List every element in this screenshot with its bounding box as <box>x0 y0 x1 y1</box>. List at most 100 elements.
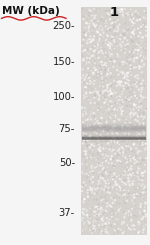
Point <box>91 189 94 193</box>
Point <box>105 21 108 25</box>
Point <box>89 192 91 196</box>
Point <box>113 165 116 169</box>
Point <box>133 28 136 32</box>
Point <box>112 36 115 40</box>
Point <box>109 99 111 103</box>
Point <box>137 49 140 52</box>
Point <box>141 60 144 63</box>
Point <box>86 139 89 143</box>
Point <box>119 95 122 98</box>
Point <box>131 33 133 37</box>
Point <box>81 219 83 222</box>
Point <box>122 199 125 203</box>
Point <box>94 15 96 19</box>
Point <box>138 137 140 141</box>
Point <box>100 143 103 147</box>
Point <box>129 157 132 161</box>
Point <box>140 25 142 29</box>
Point <box>120 112 123 116</box>
Point <box>118 197 120 201</box>
Point <box>90 222 92 226</box>
Point <box>120 220 123 224</box>
Point <box>126 131 128 135</box>
Point <box>141 141 144 145</box>
Point <box>125 13 127 17</box>
Point <box>144 201 147 205</box>
Point <box>118 33 120 37</box>
Point <box>126 31 129 35</box>
Point <box>101 79 104 83</box>
Point <box>98 216 100 220</box>
Point <box>84 210 87 214</box>
Point <box>114 173 116 177</box>
Point <box>91 187 93 191</box>
Point <box>128 164 130 168</box>
Point <box>92 146 94 149</box>
Point <box>109 29 112 33</box>
Point <box>92 148 94 152</box>
Point <box>127 51 129 55</box>
Point <box>90 192 93 196</box>
Point <box>124 147 126 151</box>
Point <box>113 119 115 122</box>
Point <box>88 27 90 31</box>
Point <box>131 12 133 16</box>
Text: 75-: 75- <box>59 124 75 134</box>
Point <box>122 178 125 182</box>
Point <box>117 80 119 84</box>
Point <box>89 67 92 71</box>
Point <box>123 33 126 37</box>
Point <box>144 109 147 112</box>
Point <box>104 230 107 234</box>
Point <box>137 10 140 14</box>
Point <box>136 154 139 158</box>
Point <box>111 177 114 181</box>
Point <box>130 111 133 115</box>
Point <box>99 166 102 170</box>
Point <box>129 166 132 170</box>
Point <box>102 178 104 182</box>
Point <box>95 15 97 19</box>
Point <box>110 90 113 94</box>
Point <box>113 60 115 63</box>
Point <box>105 158 107 162</box>
Point <box>135 65 137 69</box>
Point <box>106 11 109 15</box>
Point <box>133 102 135 106</box>
Point <box>89 79 91 83</box>
Point <box>92 218 95 222</box>
Point <box>138 80 141 84</box>
Point <box>141 195 143 199</box>
Point <box>130 50 132 54</box>
Point <box>142 231 144 234</box>
Point <box>111 129 114 133</box>
Point <box>123 130 126 134</box>
Point <box>131 20 133 24</box>
Point <box>114 137 116 141</box>
Point <box>96 166 98 170</box>
Point <box>112 215 114 219</box>
Point <box>143 113 145 117</box>
Point <box>129 139 131 143</box>
Point <box>137 160 140 164</box>
Point <box>113 139 116 143</box>
Point <box>93 155 95 159</box>
Point <box>100 188 102 192</box>
Point <box>86 116 89 120</box>
Point <box>123 60 125 64</box>
Point <box>134 158 136 161</box>
Point <box>111 156 114 160</box>
Point <box>102 147 105 150</box>
Point <box>88 11 91 15</box>
Point <box>114 82 116 86</box>
Point <box>118 207 120 211</box>
Point <box>96 197 98 201</box>
Point <box>123 131 126 135</box>
Point <box>120 206 122 210</box>
Point <box>132 47 134 51</box>
Point <box>132 44 134 48</box>
Bar <box>82 125 146 126</box>
Point <box>114 204 116 208</box>
Point <box>130 217 132 221</box>
Point <box>92 54 94 58</box>
